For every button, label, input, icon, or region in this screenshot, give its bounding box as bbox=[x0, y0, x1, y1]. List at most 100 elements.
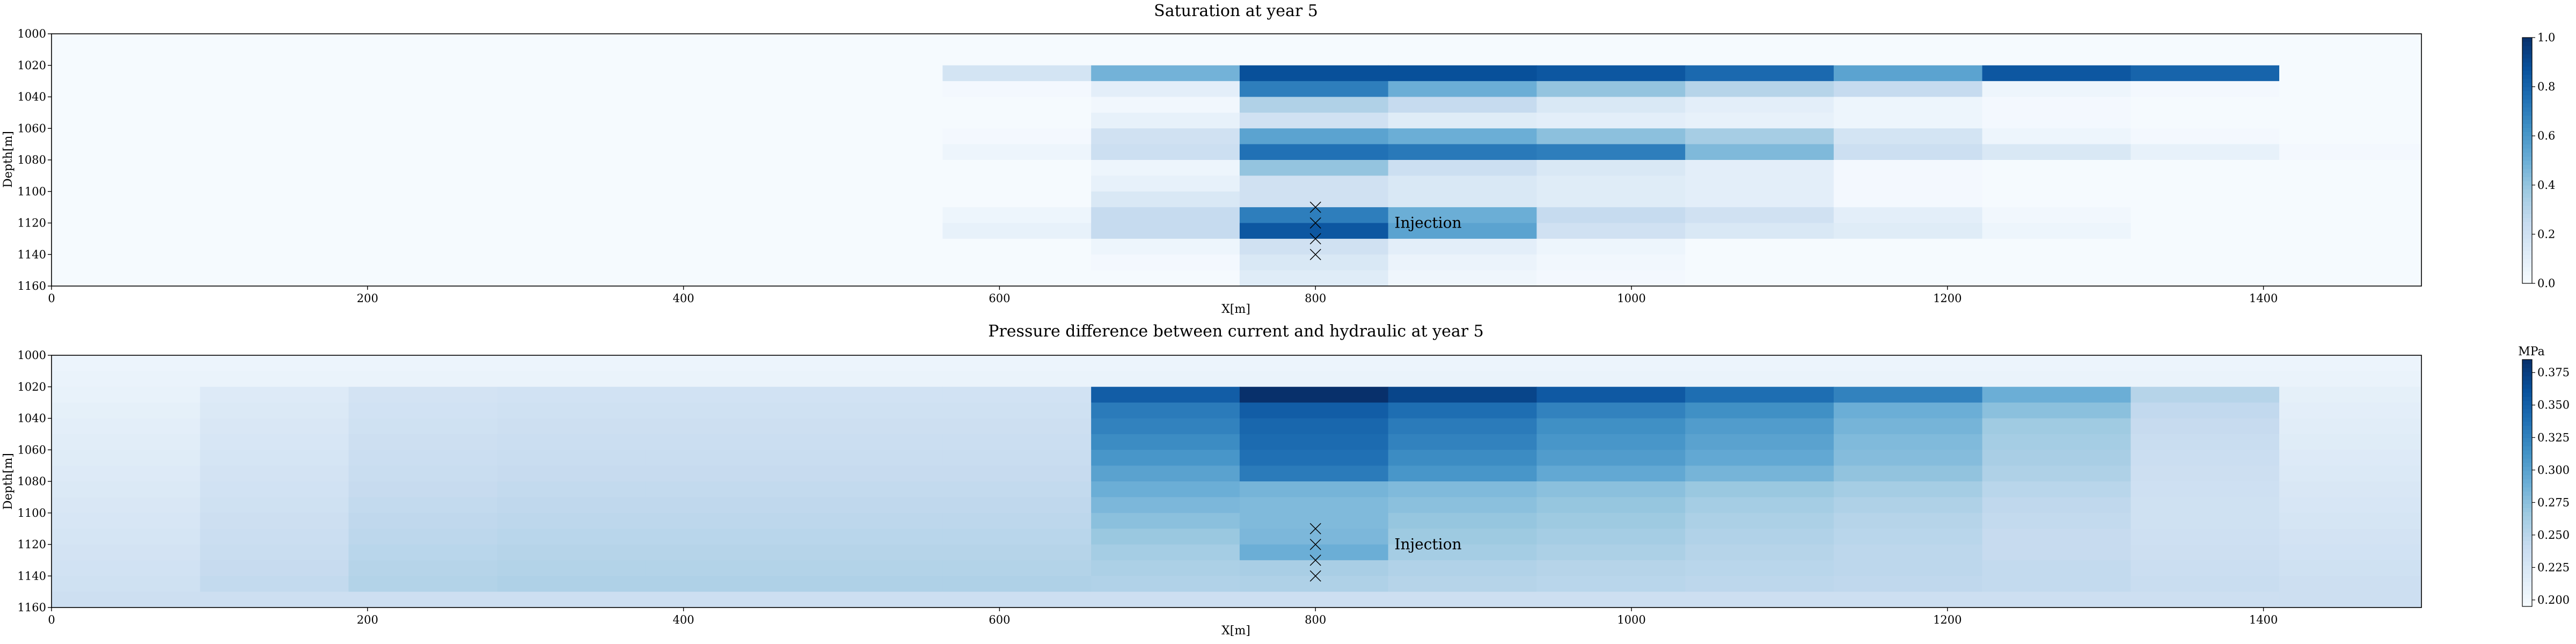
pressure-heatmap-cell bbox=[942, 434, 1092, 450]
saturation-heatmap-cell bbox=[1091, 128, 1240, 145]
saturation-heatmap-cell bbox=[200, 81, 349, 98]
saturation-colorbar-segment bbox=[2522, 131, 2532, 136]
pressure-heatmap-cell bbox=[794, 402, 943, 419]
saturation-heatmap-cell bbox=[1536, 65, 1686, 82]
pressure-x-tick-label: 1000 bbox=[1617, 613, 1645, 626]
pressure-heatmap-cell bbox=[1091, 544, 1240, 561]
saturation-heatmap-cell bbox=[52, 223, 201, 239]
saturation-heatmap-cell bbox=[2131, 160, 2280, 176]
pressure-heatmap-cell bbox=[794, 355, 943, 371]
pressure-heatmap-cell bbox=[2131, 355, 2280, 371]
pressure-heatmap-cell bbox=[1685, 576, 1834, 592]
saturation-colorbar-segment bbox=[2522, 49, 2532, 55]
pressure-colorbar-segment bbox=[2522, 471, 2532, 475]
saturation-colorbar-segment bbox=[2522, 181, 2532, 186]
saturation-heatmap-cell bbox=[1536, 128, 1686, 145]
pressure-heatmap-cell bbox=[645, 544, 795, 561]
saturation-heatmap-cell bbox=[497, 144, 646, 160]
saturation-heatmap-cell bbox=[1239, 207, 1389, 224]
pressure-heatmap-cell bbox=[1388, 450, 1537, 466]
pressure-colorbar-segment bbox=[2522, 536, 2532, 541]
saturation-heatmap-cell bbox=[645, 34, 795, 66]
saturation-colorbar-segment bbox=[2522, 254, 2532, 259]
pressure-heatmap-cell bbox=[497, 560, 646, 576]
saturation-heatmap-cell bbox=[1239, 191, 1389, 208]
pressure-heatmap-cell bbox=[1239, 402, 1389, 419]
pressure-heatmap-cell bbox=[52, 497, 201, 514]
saturation-heatmap-cell bbox=[200, 175, 349, 192]
saturation-heatmap-cell bbox=[52, 112, 201, 129]
saturation-colorbar-segment bbox=[2522, 234, 2532, 239]
pressure-colorbar-tick-label: 0.300 bbox=[2537, 464, 2570, 477]
pressure-colorbar-segment bbox=[2522, 474, 2532, 479]
pressure-y-tick-label: 1000 bbox=[18, 349, 46, 362]
saturation-heatmap-cell bbox=[1982, 175, 2131, 192]
saturation-colorbar-segment bbox=[2522, 152, 2532, 157]
saturation-colorbar-segment bbox=[2522, 46, 2532, 50]
saturation-heatmap-cell bbox=[645, 191, 795, 208]
pressure-heatmap-cell bbox=[200, 591, 349, 608]
saturation-y-tick-label: 1120 bbox=[18, 217, 46, 230]
pressure-heatmap-cell bbox=[1833, 576, 1983, 592]
pressure-heatmap-cell bbox=[200, 355, 349, 371]
saturation-heatmap-cell bbox=[942, 160, 1092, 176]
saturation-heatmap-cell bbox=[1833, 254, 1983, 271]
pressure-heatmap-cell bbox=[1685, 402, 1834, 419]
pressure-heatmap-cell bbox=[2279, 481, 2422, 497]
pressure-heatmap-cell bbox=[1388, 497, 1537, 514]
saturation-colorbar-segment bbox=[2522, 127, 2532, 133]
pressure-colorbar-segment bbox=[2522, 557, 2532, 562]
saturation-heatmap-cell bbox=[794, 128, 943, 145]
saturation-colorbar-segment bbox=[2522, 70, 2532, 75]
saturation-heatmap-cell bbox=[52, 254, 201, 271]
saturation-colorbar-segment bbox=[2522, 156, 2532, 161]
pressure-y-tick-label: 1100 bbox=[18, 507, 46, 519]
pressure-heatmap-cell bbox=[200, 560, 349, 576]
saturation-heatmap-cell bbox=[2279, 238, 2422, 255]
pressure-heatmap-cell bbox=[348, 355, 497, 371]
saturation-colorbar-segment bbox=[2522, 148, 2532, 153]
saturation-colorbar-segment bbox=[2522, 94, 2532, 100]
pressure-heatmap-cell bbox=[200, 576, 349, 592]
saturation-heatmap-cell bbox=[1239, 97, 1389, 113]
saturation-heatmap-cell bbox=[200, 128, 349, 145]
pressure-injection-annotation: Injection bbox=[1394, 536, 1461, 553]
pressure-heatmap-cell bbox=[942, 497, 1092, 514]
saturation-y-tick-label: 1060 bbox=[18, 122, 46, 135]
saturation-heatmap-cell bbox=[794, 97, 943, 113]
pressure-heatmap-cell bbox=[497, 576, 646, 592]
saturation-heatmap-cell bbox=[794, 207, 943, 224]
pressure-heatmap-cell bbox=[1982, 576, 2131, 592]
saturation-heatmap-cell bbox=[497, 34, 646, 66]
pressure-heatmap-cell bbox=[794, 560, 943, 576]
pressure-heatmap-cell bbox=[348, 481, 497, 497]
pressure-heatmap-cell bbox=[942, 544, 1092, 561]
saturation-colorbar-segment bbox=[2522, 123, 2532, 128]
pressure-heatmap-cell bbox=[2279, 560, 2422, 576]
pressure-heatmap-cell bbox=[200, 497, 349, 514]
saturation-heatmap-cell bbox=[52, 97, 201, 113]
saturation-heatmap-cell bbox=[1091, 254, 1240, 271]
saturation-heatmap-cell bbox=[2131, 254, 2280, 271]
pressure-y-tick-label: 1080 bbox=[18, 475, 46, 488]
saturation-heatmap-cell bbox=[52, 238, 201, 255]
saturation-injection-marker bbox=[1309, 201, 1321, 213]
pressure-heatmap-cell bbox=[200, 529, 349, 545]
saturation-heatmap-cell bbox=[2279, 128, 2422, 145]
saturation-heatmap-cell bbox=[1239, 112, 1389, 129]
pressure-heatmap-cell bbox=[645, 434, 795, 450]
saturation-heatmap-cell bbox=[2279, 254, 2422, 271]
pressure-heatmap-cell bbox=[1536, 402, 1686, 419]
pressure-colorbar-segment bbox=[2522, 511, 2532, 516]
pressure-heatmap-cell bbox=[1536, 434, 1686, 450]
pressure-x-tick-label: 0 bbox=[48, 613, 55, 626]
pressure-overlay: Injection bbox=[1309, 523, 1462, 582]
saturation-heatmap-cell bbox=[1536, 254, 1686, 271]
pressure-heatmap-cell bbox=[1239, 465, 1389, 482]
pressure-heatmap-cell bbox=[1091, 465, 1240, 482]
saturation-heatmap-cell bbox=[497, 65, 646, 82]
pressure-colorbar-segment bbox=[2522, 372, 2532, 377]
pressure-heatmap-cell bbox=[348, 497, 497, 514]
saturation-x-ticks: 0 200 400 600 800 1000 1200 1400 bbox=[48, 286, 2278, 305]
saturation-colorbar-segment bbox=[2522, 217, 2532, 223]
